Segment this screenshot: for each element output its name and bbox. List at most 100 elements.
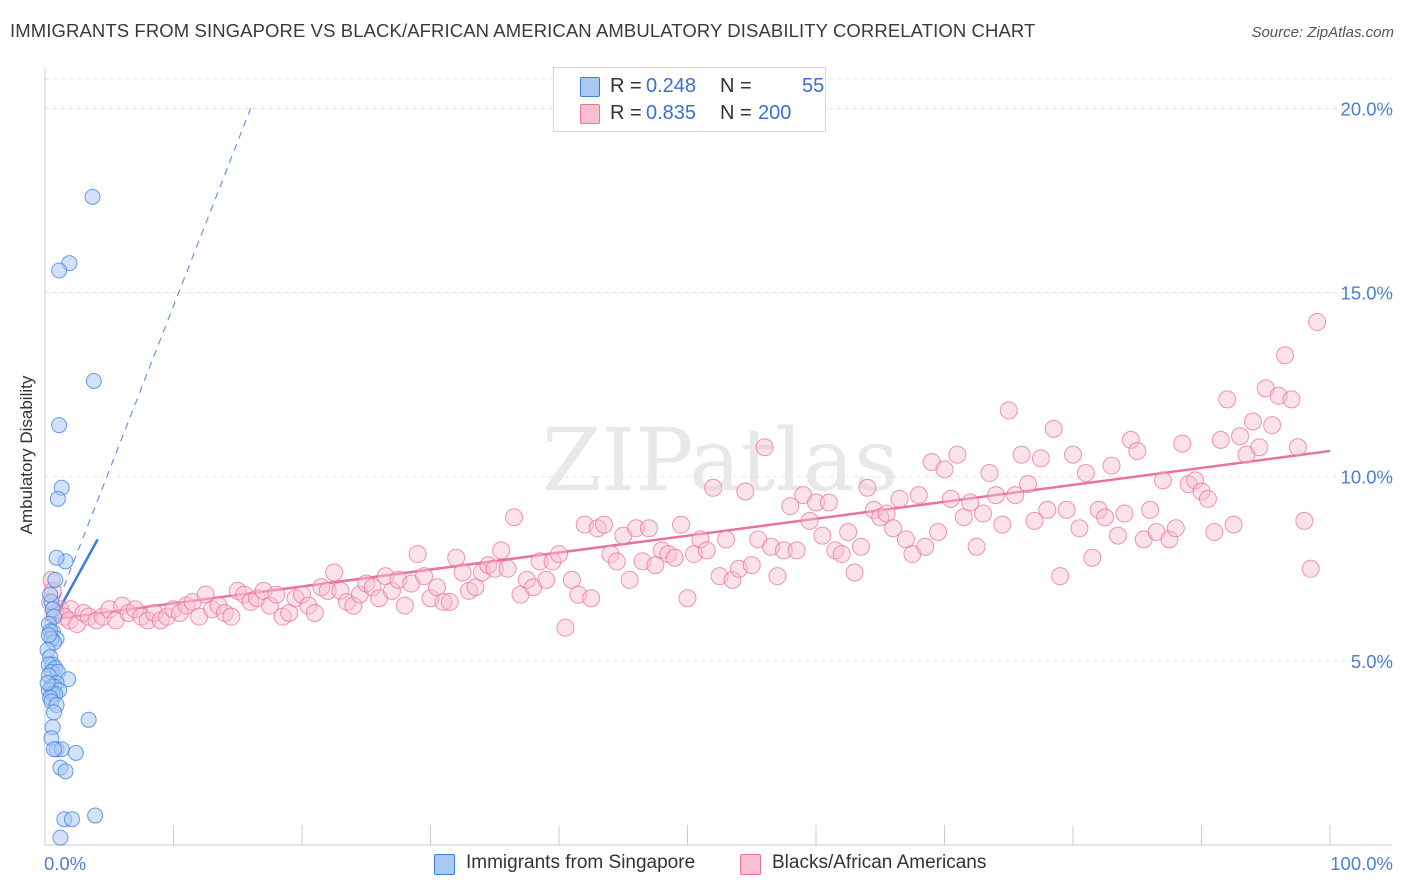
black-american-point xyxy=(395,596,414,615)
black-american-point xyxy=(627,519,646,538)
black-american-point xyxy=(138,611,157,630)
black-american-trend-line xyxy=(44,449,1331,622)
black-american-point xyxy=(68,615,87,634)
black-american-point xyxy=(260,596,279,615)
black-american-point xyxy=(344,596,363,615)
black-american-point xyxy=(980,464,999,483)
black-american-point xyxy=(800,511,819,530)
singapore-point xyxy=(51,262,68,279)
axes xyxy=(44,68,1392,846)
black-american-point xyxy=(530,552,549,571)
black-american-point xyxy=(884,519,903,538)
black-american-point xyxy=(723,570,742,589)
black-american-point xyxy=(582,589,601,608)
singapore-point xyxy=(49,490,66,507)
y-tick-label: 20.0% xyxy=(1341,98,1393,119)
black-american-point xyxy=(1051,567,1070,586)
source-label: Source: ZipAtlas.com xyxy=(1251,24,1394,41)
legend-label: Immigrants from Singapore xyxy=(466,852,696,873)
x-tick-label: 100.0% xyxy=(1330,853,1393,874)
singapore-trend-extension xyxy=(44,108,252,636)
black-american-point xyxy=(755,438,774,457)
black-american-point xyxy=(717,530,736,549)
black-american-point xyxy=(325,563,344,582)
black-american-point xyxy=(485,559,504,578)
blue-swatch xyxy=(580,77,600,97)
singapore-point xyxy=(52,829,69,846)
n-label: N = xyxy=(720,75,752,97)
singapore-point xyxy=(48,549,65,566)
black-american-point xyxy=(1121,430,1140,449)
black-american-point xyxy=(929,522,948,541)
singapore-point xyxy=(47,571,64,588)
r-value: 0.248 xyxy=(646,75,697,97)
singapore-point xyxy=(85,372,102,389)
black-american-point xyxy=(639,519,658,538)
singapore-point xyxy=(87,807,104,824)
black-american-point xyxy=(1070,519,1089,538)
black-american-point xyxy=(1038,500,1057,519)
singapore-point xyxy=(45,741,62,758)
black-american-point xyxy=(299,596,318,615)
singapore-point xyxy=(80,711,97,728)
black-american-point xyxy=(967,537,986,556)
black-american-point xyxy=(1025,511,1044,530)
r-label: R = xyxy=(610,75,642,97)
singapore-point xyxy=(51,417,68,434)
black-american-point xyxy=(1192,482,1211,501)
black-american-point xyxy=(1198,489,1217,508)
black-american-point xyxy=(382,581,401,600)
y-tick-label: 5.0% xyxy=(1351,651,1393,672)
pink-swatch xyxy=(740,854,761,875)
singapore-point xyxy=(42,586,59,603)
black-american-point xyxy=(222,607,241,626)
n-value: 200 xyxy=(758,102,792,124)
black-american-point xyxy=(1218,390,1237,409)
black-american-point xyxy=(543,552,562,571)
black-american-point xyxy=(170,603,189,622)
black-american-point xyxy=(742,556,761,575)
black-american-point xyxy=(505,508,524,527)
black-american-point xyxy=(209,596,228,615)
black-american-point xyxy=(986,486,1005,505)
black-american-point xyxy=(665,548,684,567)
black-american-point xyxy=(1224,515,1243,534)
pink-swatch xyxy=(580,104,600,124)
black-american-point xyxy=(1301,559,1320,578)
black-american-point xyxy=(1288,438,1307,457)
black-american-point xyxy=(851,537,870,556)
black-american-point xyxy=(1263,416,1282,435)
black-american-point xyxy=(935,460,954,479)
black-american-point xyxy=(415,567,434,586)
r-value: 0.835 xyxy=(646,102,697,124)
black-american-point xyxy=(1141,500,1160,519)
black-american-point xyxy=(1115,504,1134,523)
watermark: ZIPatlas xyxy=(542,411,898,511)
black-american-point xyxy=(408,545,427,564)
black-american-point xyxy=(550,545,568,564)
black-american-point xyxy=(787,541,806,560)
black-american-point xyxy=(1186,471,1205,490)
legend-label: Blacks/African Americans xyxy=(772,852,987,873)
black-american-point xyxy=(781,497,800,516)
black-american-point xyxy=(1102,456,1121,475)
black-american-point xyxy=(293,585,311,604)
black-american-point xyxy=(768,567,787,586)
black-american-point xyxy=(774,541,793,560)
black-american-point xyxy=(691,530,710,549)
black-american-point xyxy=(331,581,350,600)
black-american-point xyxy=(858,478,877,497)
black-american-point xyxy=(704,478,723,497)
chart-title: IMMIGRANTS FROM SINGAPORE VS BLACK/AFRIC… xyxy=(10,20,1036,41)
black-american-point xyxy=(1089,500,1108,519)
black-american-point xyxy=(1166,519,1185,538)
black-american-point xyxy=(961,493,980,512)
black-american-point xyxy=(1205,522,1224,541)
singapore-point xyxy=(39,674,56,691)
y-tick-label: 15.0% xyxy=(1341,283,1393,304)
black-american-point xyxy=(517,570,536,589)
black-american-point xyxy=(813,526,832,545)
black-american-point xyxy=(440,592,459,611)
singapore-point xyxy=(63,811,80,828)
singapore-point xyxy=(67,744,84,761)
